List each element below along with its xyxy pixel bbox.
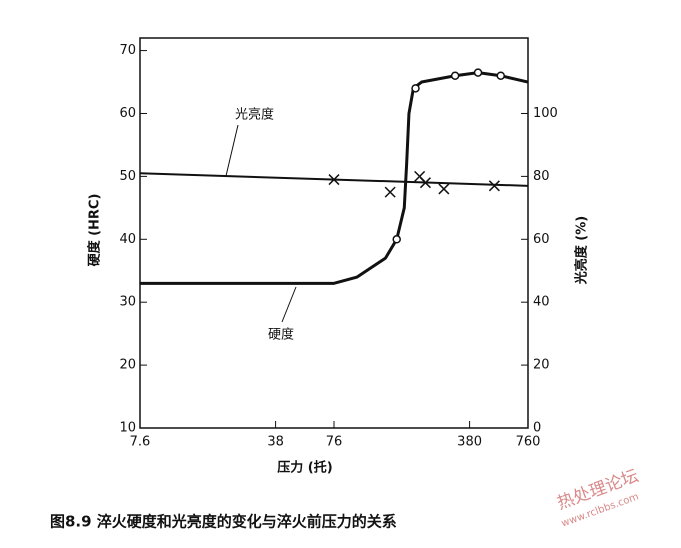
y-tick-label: 20 bbox=[119, 358, 136, 373]
cross-marker bbox=[384, 186, 396, 198]
y-tick-label: 10 bbox=[119, 421, 136, 436]
x-tick-label: 380 bbox=[457, 435, 482, 450]
y-tick-label: 50 bbox=[119, 169, 136, 184]
y-axis-label: 硬度 (HRC) bbox=[87, 194, 103, 267]
y2-tick-label: 60 bbox=[533, 232, 550, 247]
point-marker bbox=[411, 84, 420, 93]
caption: 图8.9 淬火硬度和光亮度的变化与淬火前压力的关系 bbox=[50, 513, 397, 531]
series-label: 光亮度 bbox=[235, 107, 274, 123]
y2-tick-label: 20 bbox=[533, 358, 550, 373]
x-tick-label: 760 bbox=[516, 435, 541, 450]
y2-axis-label: 光亮度 (%) bbox=[574, 216, 590, 285]
y-tick-label: 40 bbox=[119, 232, 136, 247]
cross-marker bbox=[328, 174, 340, 186]
cross-marker bbox=[438, 183, 450, 195]
x-tick-label: 76 bbox=[326, 435, 343, 450]
cross-marker bbox=[419, 177, 431, 189]
y2-tick-label: 100 bbox=[533, 106, 558, 121]
y-tick-label: 30 bbox=[119, 295, 136, 310]
cross-marker bbox=[488, 180, 500, 192]
point-marker bbox=[450, 71, 460, 80]
point-marker bbox=[496, 71, 506, 80]
y2-tick-label: 0 bbox=[533, 421, 541, 436]
x-axis-label: 压力 (托) bbox=[277, 460, 332, 476]
leader-line bbox=[281, 286, 297, 323]
series-line bbox=[140, 71, 529, 285]
plot-frame bbox=[139, 37, 529, 429]
y-tick-label: 70 bbox=[119, 43, 136, 58]
x-tick-label: 7.6 bbox=[130, 435, 151, 450]
y2-tick-label: 80 bbox=[533, 169, 550, 184]
point-marker bbox=[473, 68, 483, 77]
leader-line bbox=[225, 124, 239, 177]
y2-tick-label: 40 bbox=[533, 295, 550, 310]
point-marker bbox=[392, 235, 401, 244]
y-tick-label: 60 bbox=[119, 106, 136, 121]
x-tick-label: 38 bbox=[267, 435, 284, 450]
series-label: 硬度 bbox=[268, 327, 294, 343]
